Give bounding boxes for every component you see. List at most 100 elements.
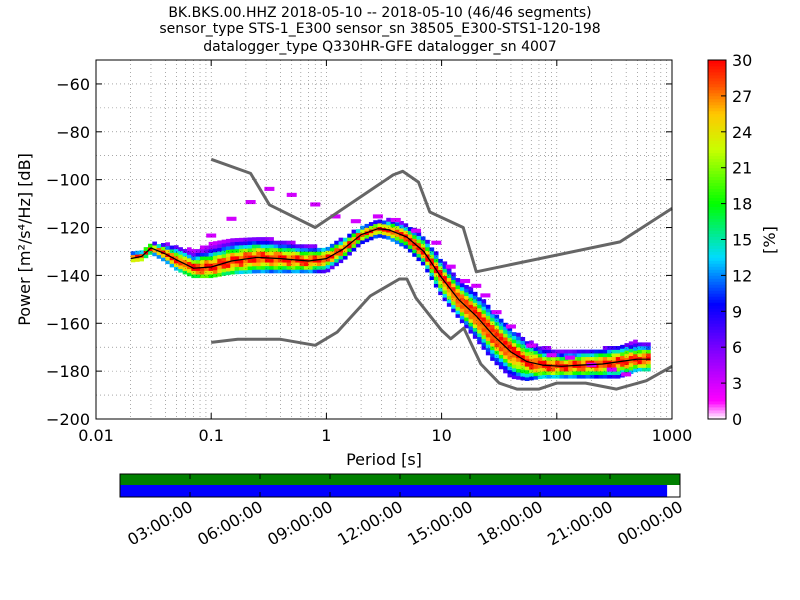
heatmap-cell bbox=[212, 251, 218, 256]
heatmap-cell bbox=[165, 245, 170, 250]
heatmap-cell bbox=[589, 356, 595, 361]
heatmap-cell bbox=[438, 258, 443, 263]
heatmap-cell bbox=[481, 338, 487, 343]
colorbar-label: [%] bbox=[760, 226, 779, 254]
heatmap-cell bbox=[576, 353, 582, 358]
heatmap-cell bbox=[238, 237, 244, 242]
heatmap-cell bbox=[204, 249, 209, 253]
colorbar-step bbox=[708, 197, 726, 202]
colorbar-ticks: 0 3 6 9 12 15 18 21 24 27 30 bbox=[721, 51, 752, 429]
y-tick-label: −80 bbox=[56, 123, 90, 142]
heatmap-cell bbox=[472, 334, 478, 339]
heatmap-cell bbox=[407, 241, 413, 246]
heatmap-cell bbox=[498, 325, 504, 330]
outlier-cell bbox=[564, 355, 575, 360]
heatmap-cell bbox=[403, 244, 409, 249]
heatmap-cell bbox=[186, 254, 192, 259]
colorbar-step bbox=[708, 224, 726, 228]
heatmap-cell bbox=[520, 340, 526, 345]
heatmap-cell bbox=[542, 349, 547, 354]
heatmap-cell bbox=[290, 247, 296, 252]
heatmap-cell bbox=[290, 244, 296, 249]
heatmap-cell bbox=[490, 328, 495, 333]
heatmap-cell bbox=[286, 244, 292, 249]
heatmap-cell bbox=[442, 282, 448, 287]
heatmap-cell bbox=[217, 251, 222, 256]
heatmap-cell bbox=[130, 258, 136, 263]
heatmap-cell bbox=[615, 367, 621, 372]
colorbar-step bbox=[708, 146, 726, 151]
timeline-tick-label: 12:00:00 bbox=[334, 497, 406, 549]
heatmap-cell bbox=[368, 232, 374, 237]
heatmap-cell bbox=[286, 269, 292, 274]
heatmap-cell bbox=[416, 246, 422, 251]
colorbar-step bbox=[708, 221, 726, 225]
heatmap-cell bbox=[542, 346, 547, 350]
heatmap-cell bbox=[169, 256, 175, 261]
heatmap-cell bbox=[607, 346, 612, 350]
heatmap-cell bbox=[290, 255, 296, 259]
heatmap-cell bbox=[321, 258, 326, 263]
heatmap-cell bbox=[559, 356, 565, 361]
heatmap-cell bbox=[364, 227, 370, 232]
heatmap-cell bbox=[503, 333, 508, 338]
heatmap-cell bbox=[568, 353, 573, 358]
heatmap-cell bbox=[234, 263, 240, 268]
heatmap-cell bbox=[490, 342, 495, 347]
colorbar-tick-label: 12 bbox=[732, 266, 752, 285]
timeline-tick-label: 09:00:00 bbox=[264, 497, 336, 549]
heatmap-cell bbox=[355, 232, 361, 237]
heatmap-cell bbox=[308, 269, 313, 274]
heatmap-cell bbox=[602, 353, 608, 358]
heatmap-cell bbox=[217, 258, 222, 263]
heatmap-cell bbox=[524, 377, 530, 381]
colorbar-step bbox=[708, 293, 726, 297]
colorbar-step bbox=[708, 395, 726, 399]
heatmap-cell bbox=[407, 227, 413, 231]
heatmap-cell bbox=[464, 317, 469, 322]
heatmap-cell bbox=[264, 244, 270, 249]
heatmap-cell bbox=[303, 269, 309, 274]
outlier-cell bbox=[471, 283, 482, 288]
heatmap-cell bbox=[355, 243, 361, 248]
colorbar: 0 3 6 9 12 15 18 21 24 27 30 [%] bbox=[707, 51, 779, 429]
colorbar-step bbox=[708, 155, 726, 160]
colorbar-step bbox=[708, 383, 726, 387]
heatmap-cell bbox=[438, 291, 443, 296]
heatmap-cell bbox=[459, 297, 465, 302]
heatmap-cell bbox=[615, 353, 621, 358]
heatmap-cell bbox=[498, 354, 504, 359]
heatmap-cell bbox=[611, 374, 617, 379]
heatmap-cell bbox=[390, 234, 396, 239]
colorbar-step bbox=[708, 326, 726, 330]
heatmap-cell bbox=[563, 353, 569, 358]
heatmap-cell bbox=[191, 256, 196, 261]
heatmap-cell bbox=[581, 371, 586, 376]
heatmap-cell bbox=[576, 367, 582, 372]
colorbar-tick-label: 30 bbox=[732, 51, 752, 70]
heatmap-cell bbox=[468, 293, 474, 298]
heatmap-cell bbox=[312, 269, 318, 274]
heatmap-cell bbox=[429, 272, 435, 277]
heatmap-cell bbox=[507, 355, 513, 360]
heatmap-cell bbox=[364, 234, 370, 239]
heatmap-cell bbox=[230, 270, 235, 275]
heatmap-cell bbox=[520, 365, 526, 370]
heatmap-cell bbox=[507, 362, 513, 367]
heatmap-cell bbox=[212, 248, 218, 253]
heatmap-cell bbox=[334, 258, 339, 263]
heatmap-cell bbox=[234, 266, 240, 271]
heatmap-cell bbox=[607, 374, 612, 379]
heatmap-cell bbox=[646, 360, 651, 365]
heatmap-cell bbox=[455, 303, 461, 308]
colorbar-step bbox=[708, 131, 726, 136]
heatmap-cell bbox=[230, 238, 235, 243]
heatmap-cell bbox=[438, 276, 443, 281]
heatmap-cell bbox=[386, 228, 391, 233]
heatmap-cell bbox=[490, 313, 495, 318]
heatmap-cell bbox=[490, 353, 495, 358]
heatmap-cell bbox=[295, 244, 300, 249]
heatmap-cell bbox=[230, 263, 235, 268]
heatmap-cell bbox=[186, 272, 192, 277]
heatmap-cell bbox=[646, 342, 651, 347]
